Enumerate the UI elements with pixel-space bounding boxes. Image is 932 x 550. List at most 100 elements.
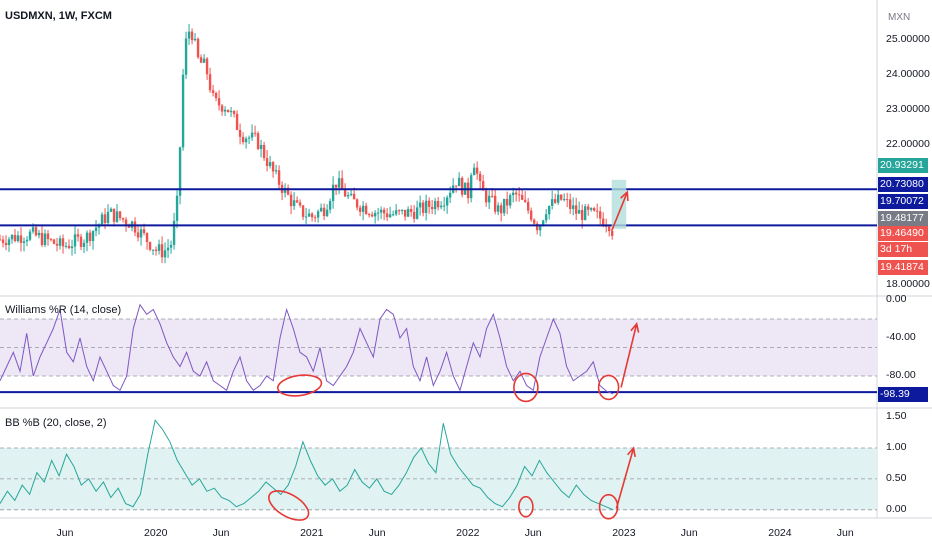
candle-body bbox=[292, 200, 296, 207]
candle-body bbox=[208, 74, 212, 91]
candle-body bbox=[355, 199, 359, 208]
candle-body bbox=[532, 219, 536, 224]
candle-body bbox=[601, 218, 605, 226]
candle-body bbox=[439, 205, 443, 208]
candle-body bbox=[73, 234, 77, 247]
candle-body bbox=[391, 214, 395, 216]
time-axis-tick: Jun bbox=[836, 527, 854, 539]
candlestick-series bbox=[0, 23, 614, 264]
time-axis-tick: 2024 bbox=[768, 527, 792, 539]
williams-value-tag: -98.39 bbox=[878, 387, 928, 402]
candle-body bbox=[202, 58, 206, 63]
candle-body bbox=[403, 209, 407, 217]
candle-body bbox=[310, 213, 314, 218]
price-tag-high: 20.93291 bbox=[878, 158, 928, 173]
price-tag-last-close: 19.48177 bbox=[878, 211, 928, 226]
candle-body bbox=[148, 242, 152, 250]
symbol-label: USDMXN, 1W, FXCM bbox=[5, 10, 112, 22]
candle-body bbox=[103, 214, 107, 223]
candle-body bbox=[262, 144, 266, 159]
candle-body bbox=[589, 208, 593, 210]
candle-body bbox=[322, 207, 326, 217]
candle-body bbox=[7, 239, 11, 246]
candle-body bbox=[16, 235, 20, 242]
candle-body bbox=[253, 132, 257, 134]
candle-body bbox=[52, 239, 56, 244]
annotations bbox=[268, 179, 640, 521]
williams-indicator-label[interactable]: Williams %R (14, close) bbox=[5, 304, 122, 316]
candle-body bbox=[379, 209, 383, 213]
candle-body bbox=[364, 205, 368, 215]
candle-body bbox=[220, 105, 224, 112]
candle-body bbox=[340, 178, 344, 189]
candle-body bbox=[298, 202, 302, 206]
candle-body bbox=[553, 199, 557, 203]
currency-label: MXN bbox=[888, 12, 911, 23]
price-axis-tick: 18.00000 bbox=[886, 278, 930, 290]
candle-body bbox=[496, 205, 500, 212]
bb-indicator-label[interactable]: BB %B (20, close, 2) bbox=[5, 417, 107, 429]
candle-body bbox=[268, 162, 272, 167]
candle-body bbox=[199, 57, 203, 63]
williams-target-arrow-head bbox=[630, 321, 640, 333]
candle-body bbox=[418, 202, 422, 208]
time-axis-tick: 2023 bbox=[612, 527, 636, 539]
candle-body bbox=[124, 219, 128, 225]
candle-body bbox=[328, 201, 332, 210]
candle-body bbox=[577, 210, 581, 214]
bb-axis-tick: 1.50 bbox=[886, 410, 907, 423]
candle-body bbox=[193, 38, 197, 41]
candle-body bbox=[394, 210, 398, 215]
candle-body bbox=[160, 244, 164, 258]
candle-body bbox=[508, 195, 512, 206]
williams-r-line bbox=[0, 303, 614, 395]
candle-body bbox=[550, 199, 554, 207]
candle-body bbox=[100, 214, 104, 225]
candle-body bbox=[337, 178, 341, 188]
candle-body bbox=[475, 167, 479, 174]
candle-body bbox=[169, 244, 173, 248]
candle-body bbox=[244, 138, 248, 143]
time-axis-tick: 2021 bbox=[300, 527, 324, 539]
candle-body bbox=[430, 206, 434, 210]
candle-body bbox=[454, 185, 458, 187]
candle-body bbox=[568, 199, 572, 209]
candle-body bbox=[397, 210, 401, 212]
candle-body bbox=[214, 93, 218, 99]
candle-body bbox=[64, 245, 68, 247]
bb-target-arrow bbox=[615, 447, 635, 509]
candle-body bbox=[349, 193, 353, 196]
candle-body bbox=[388, 214, 392, 218]
candle-body bbox=[238, 129, 242, 137]
candle-body bbox=[13, 234, 17, 242]
candle-body bbox=[283, 187, 287, 193]
candle-body bbox=[316, 211, 320, 218]
candle-body bbox=[37, 232, 41, 236]
candle-body bbox=[487, 195, 491, 203]
candle-body bbox=[376, 212, 380, 214]
candle-body bbox=[574, 205, 578, 214]
candle-body bbox=[211, 90, 215, 94]
williams-axis-tick: 0.00 bbox=[886, 293, 907, 305]
candle-body bbox=[580, 210, 584, 221]
candle-body bbox=[241, 136, 245, 143]
candle-body bbox=[565, 199, 569, 201]
candle-body bbox=[547, 206, 551, 215]
candle-body bbox=[346, 195, 350, 197]
time-axis-tick: Jun bbox=[56, 527, 74, 539]
candle-body bbox=[526, 201, 530, 211]
candle-body bbox=[133, 221, 137, 233]
candle-body bbox=[259, 144, 263, 149]
candle-body bbox=[544, 214, 548, 221]
candle-body bbox=[583, 206, 587, 221]
candle-body bbox=[301, 205, 305, 217]
candle-body bbox=[493, 195, 497, 212]
candle-body bbox=[82, 242, 86, 247]
candle-body bbox=[118, 211, 122, 219]
candle-body bbox=[442, 205, 446, 207]
candle-body bbox=[46, 233, 50, 240]
candle-body bbox=[595, 210, 599, 212]
candle-body bbox=[277, 170, 281, 185]
